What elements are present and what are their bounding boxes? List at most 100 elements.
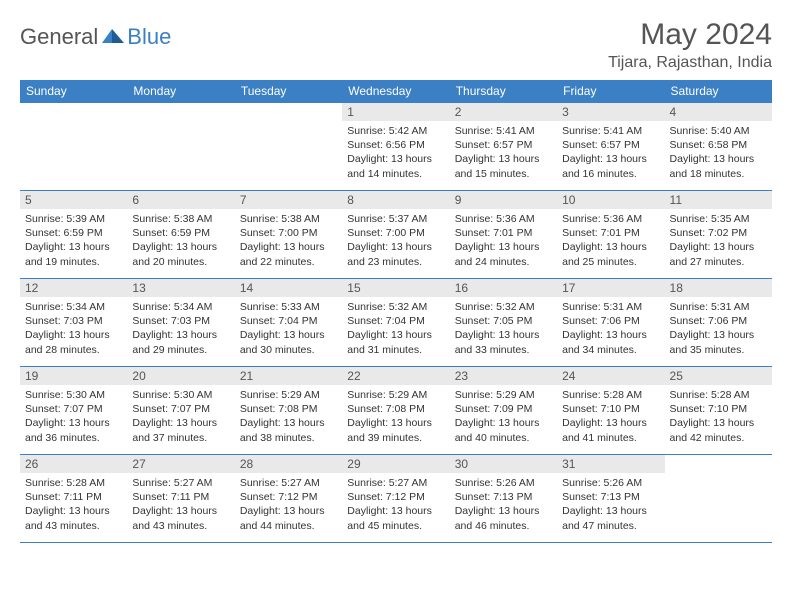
daylight-line: Daylight: 13 hours and 42 minutes. xyxy=(670,416,767,444)
day-details: Sunrise: 5:26 AMSunset: 7:13 PMDaylight:… xyxy=(557,473,664,537)
calendar-cell: 13Sunrise: 5:34 AMSunset: 7:03 PMDayligh… xyxy=(127,279,234,367)
sunset-line: Sunset: 6:57 PM xyxy=(562,138,659,152)
sunset-line: Sunset: 7:00 PM xyxy=(347,226,444,240)
day-number: 19 xyxy=(20,367,127,385)
calendar-cell: 12Sunrise: 5:34 AMSunset: 7:03 PMDayligh… xyxy=(20,279,127,367)
sunrise-line: Sunrise: 5:34 AM xyxy=(132,300,229,314)
day-number: 18 xyxy=(665,279,772,297)
day-number: 8 xyxy=(342,191,449,209)
sunset-line: Sunset: 7:08 PM xyxy=(347,402,444,416)
day-details: Sunrise: 5:29 AMSunset: 7:08 PMDaylight:… xyxy=(342,385,449,449)
day-number: 7 xyxy=(235,191,342,209)
sunset-line: Sunset: 7:07 PM xyxy=(132,402,229,416)
calendar-cell: 22Sunrise: 5:29 AMSunset: 7:08 PMDayligh… xyxy=(342,367,449,455)
sunrise-line: Sunrise: 5:40 AM xyxy=(670,124,767,138)
calendar-cell xyxy=(665,455,772,543)
daylight-line: Daylight: 13 hours and 41 minutes. xyxy=(562,416,659,444)
sunset-line: Sunset: 7:04 PM xyxy=(240,314,337,328)
calendar-week: 5Sunrise: 5:39 AMSunset: 6:59 PMDaylight… xyxy=(20,191,772,279)
day-details: Sunrise: 5:30 AMSunset: 7:07 PMDaylight:… xyxy=(20,385,127,449)
sunrise-line: Sunrise: 5:27 AM xyxy=(347,476,444,490)
day-header: Monday xyxy=(127,80,234,103)
day-details: Sunrise: 5:40 AMSunset: 6:58 PMDaylight:… xyxy=(665,121,772,185)
sunrise-line: Sunrise: 5:34 AM xyxy=(25,300,122,314)
day-number: 21 xyxy=(235,367,342,385)
day-number: 23 xyxy=(450,367,557,385)
daylight-line: Daylight: 13 hours and 25 minutes. xyxy=(562,240,659,268)
sunset-line: Sunset: 7:13 PM xyxy=(562,490,659,504)
logo: General Blue xyxy=(20,24,171,50)
sunset-line: Sunset: 6:58 PM xyxy=(670,138,767,152)
day-number: 16 xyxy=(450,279,557,297)
logo-text-blue: Blue xyxy=(127,24,171,50)
calendar-cell: 19Sunrise: 5:30 AMSunset: 7:07 PMDayligh… xyxy=(20,367,127,455)
day-details: Sunrise: 5:32 AMSunset: 7:04 PMDaylight:… xyxy=(342,297,449,361)
sunrise-line: Sunrise: 5:38 AM xyxy=(132,212,229,226)
sunset-line: Sunset: 7:06 PM xyxy=(670,314,767,328)
day-number: 24 xyxy=(557,367,664,385)
sunrise-line: Sunrise: 5:28 AM xyxy=(562,388,659,402)
daylight-line: Daylight: 13 hours and 44 minutes. xyxy=(240,504,337,532)
calendar-cell: 16Sunrise: 5:32 AMSunset: 7:05 PMDayligh… xyxy=(450,279,557,367)
sunset-line: Sunset: 7:05 PM xyxy=(455,314,552,328)
daylight-line: Daylight: 13 hours and 15 minutes. xyxy=(455,152,552,180)
daylight-line: Daylight: 13 hours and 38 minutes. xyxy=(240,416,337,444)
day-number: 9 xyxy=(450,191,557,209)
day-details: Sunrise: 5:37 AMSunset: 7:00 PMDaylight:… xyxy=(342,209,449,273)
sunset-line: Sunset: 7:06 PM xyxy=(562,314,659,328)
calendar-cell: 10Sunrise: 5:36 AMSunset: 7:01 PMDayligh… xyxy=(557,191,664,279)
day-details: Sunrise: 5:27 AMSunset: 7:11 PMDaylight:… xyxy=(127,473,234,537)
day-header: Sunday xyxy=(20,80,127,103)
sunset-line: Sunset: 7:01 PM xyxy=(562,226,659,240)
calendar-cell: 5Sunrise: 5:39 AMSunset: 6:59 PMDaylight… xyxy=(20,191,127,279)
day-details: Sunrise: 5:26 AMSunset: 7:13 PMDaylight:… xyxy=(450,473,557,537)
day-details: Sunrise: 5:34 AMSunset: 7:03 PMDaylight:… xyxy=(20,297,127,361)
day-details: Sunrise: 5:31 AMSunset: 7:06 PMDaylight:… xyxy=(665,297,772,361)
day-number: 26 xyxy=(20,455,127,473)
day-details: Sunrise: 5:27 AMSunset: 7:12 PMDaylight:… xyxy=(235,473,342,537)
day-header-row: SundayMondayTuesdayWednesdayThursdayFrid… xyxy=(20,80,772,103)
title-block: May 2024 Tijara, Rajasthan, India xyxy=(608,18,772,72)
daylight-line: Daylight: 13 hours and 23 minutes. xyxy=(347,240,444,268)
sunrise-line: Sunrise: 5:41 AM xyxy=(562,124,659,138)
sunrise-line: Sunrise: 5:36 AM xyxy=(455,212,552,226)
sunset-line: Sunset: 7:09 PM xyxy=(455,402,552,416)
day-header: Thursday xyxy=(450,80,557,103)
calendar-cell: 29Sunrise: 5:27 AMSunset: 7:12 PMDayligh… xyxy=(342,455,449,543)
daylight-line: Daylight: 13 hours and 31 minutes. xyxy=(347,328,444,356)
day-number: 3 xyxy=(557,103,664,121)
sunrise-line: Sunrise: 5:27 AM xyxy=(132,476,229,490)
day-number: 10 xyxy=(557,191,664,209)
day-details: Sunrise: 5:34 AMSunset: 7:03 PMDaylight:… xyxy=(127,297,234,361)
daylight-line: Daylight: 13 hours and 30 minutes. xyxy=(240,328,337,356)
sunrise-line: Sunrise: 5:33 AM xyxy=(240,300,337,314)
sunset-line: Sunset: 7:07 PM xyxy=(25,402,122,416)
calendar-cell: 20Sunrise: 5:30 AMSunset: 7:07 PMDayligh… xyxy=(127,367,234,455)
sunrise-line: Sunrise: 5:29 AM xyxy=(347,388,444,402)
day-details: Sunrise: 5:39 AMSunset: 6:59 PMDaylight:… xyxy=(20,209,127,273)
day-details: Sunrise: 5:32 AMSunset: 7:05 PMDaylight:… xyxy=(450,297,557,361)
calendar-cell: 31Sunrise: 5:26 AMSunset: 7:13 PMDayligh… xyxy=(557,455,664,543)
sunset-line: Sunset: 6:59 PM xyxy=(25,226,122,240)
sunset-line: Sunset: 7:04 PM xyxy=(347,314,444,328)
daylight-line: Daylight: 13 hours and 45 minutes. xyxy=(347,504,444,532)
calendar-cell: 30Sunrise: 5:26 AMSunset: 7:13 PMDayligh… xyxy=(450,455,557,543)
sunset-line: Sunset: 7:11 PM xyxy=(25,490,122,504)
day-number: 6 xyxy=(127,191,234,209)
daylight-line: Daylight: 13 hours and 40 minutes. xyxy=(455,416,552,444)
sunrise-line: Sunrise: 5:29 AM xyxy=(240,388,337,402)
sunset-line: Sunset: 7:02 PM xyxy=(670,226,767,240)
daylight-line: Daylight: 13 hours and 29 minutes. xyxy=(132,328,229,356)
day-number: 14 xyxy=(235,279,342,297)
sunset-line: Sunset: 7:12 PM xyxy=(240,490,337,504)
sunrise-line: Sunrise: 5:29 AM xyxy=(455,388,552,402)
sunrise-line: Sunrise: 5:26 AM xyxy=(562,476,659,490)
logo-text-general: General xyxy=(20,24,98,50)
day-details: Sunrise: 5:30 AMSunset: 7:07 PMDaylight:… xyxy=(127,385,234,449)
day-header: Wednesday xyxy=(342,80,449,103)
calendar-cell: 11Sunrise: 5:35 AMSunset: 7:02 PMDayligh… xyxy=(665,191,772,279)
day-number: 28 xyxy=(235,455,342,473)
calendar-cell: 23 Sunrise: 5:29 AMSunset: 7:09 PMDayligh… xyxy=(450,367,557,455)
sunset-line: Sunset: 7:08 PM xyxy=(240,402,337,416)
sunrise-line: Sunrise: 5:27 AM xyxy=(240,476,337,490)
